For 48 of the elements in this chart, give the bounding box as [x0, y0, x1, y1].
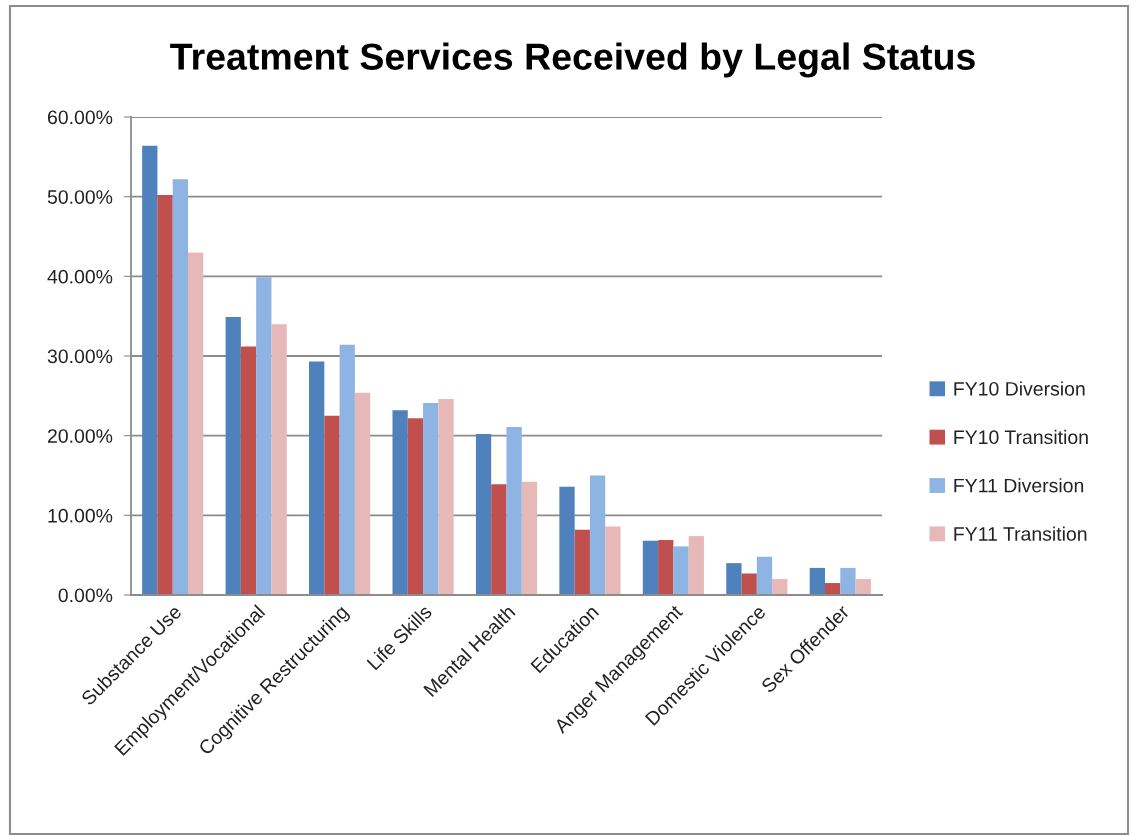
bar: [521, 481, 538, 595]
bar: [688, 536, 704, 595]
bar: [339, 344, 355, 595]
bar: [855, 579, 871, 595]
bar: [392, 410, 408, 595]
bar: [188, 252, 204, 595]
bar: [324, 415, 340, 595]
bar: [756, 556, 773, 595]
y-tick-label: 20.00%: [47, 429, 113, 443]
legend-label: FY10 Transition: [954, 429, 1088, 445]
y-tick-label: 40.00%: [47, 269, 113, 284]
bar: [438, 399, 454, 595]
bar: [574, 529, 590, 595]
bar: [559, 486, 575, 595]
bar: [475, 434, 492, 595]
bar: [589, 475, 606, 595]
y-tick-label: 50.00%: [47, 190, 113, 204]
chart-title: Treatment Services Received by Legal Status: [170, 42, 975, 78]
legend-label: FY11 Diversion: [954, 478, 1084, 493]
bar: [772, 579, 788, 595]
bar: [309, 361, 325, 595]
bar: [824, 583, 841, 595]
bar: [354, 392, 371, 595]
bar: [658, 540, 674, 595]
bar: [673, 546, 689, 595]
bar: [172, 179, 189, 595]
bar: [491, 484, 507, 595]
bar: [506, 426, 522, 595]
bar: [225, 316, 241, 595]
bar: [423, 403, 439, 595]
bar: [605, 526, 621, 595]
bar: [642, 540, 659, 595]
y-tick-label: 0.00%: [58, 588, 113, 603]
bar: [142, 145, 158, 595]
y-tick-label: 30.00%: [47, 349, 113, 364]
y-tick-label: 60.00%: [47, 110, 113, 125]
bar: [840, 567, 856, 595]
bar: [271, 324, 287, 595]
bar: [407, 418, 424, 595]
bar: [726, 563, 742, 595]
legend-label: FY10 Diversion: [954, 381, 1085, 396]
bar: [256, 277, 272, 595]
bar: [157, 195, 173, 595]
bar: [809, 567, 825, 595]
legend-label: FY11 Transition: [954, 526, 1087, 541]
bar: [741, 573, 757, 595]
bar: [240, 346, 257, 595]
y-tick-label: 10.00%: [48, 508, 113, 523]
